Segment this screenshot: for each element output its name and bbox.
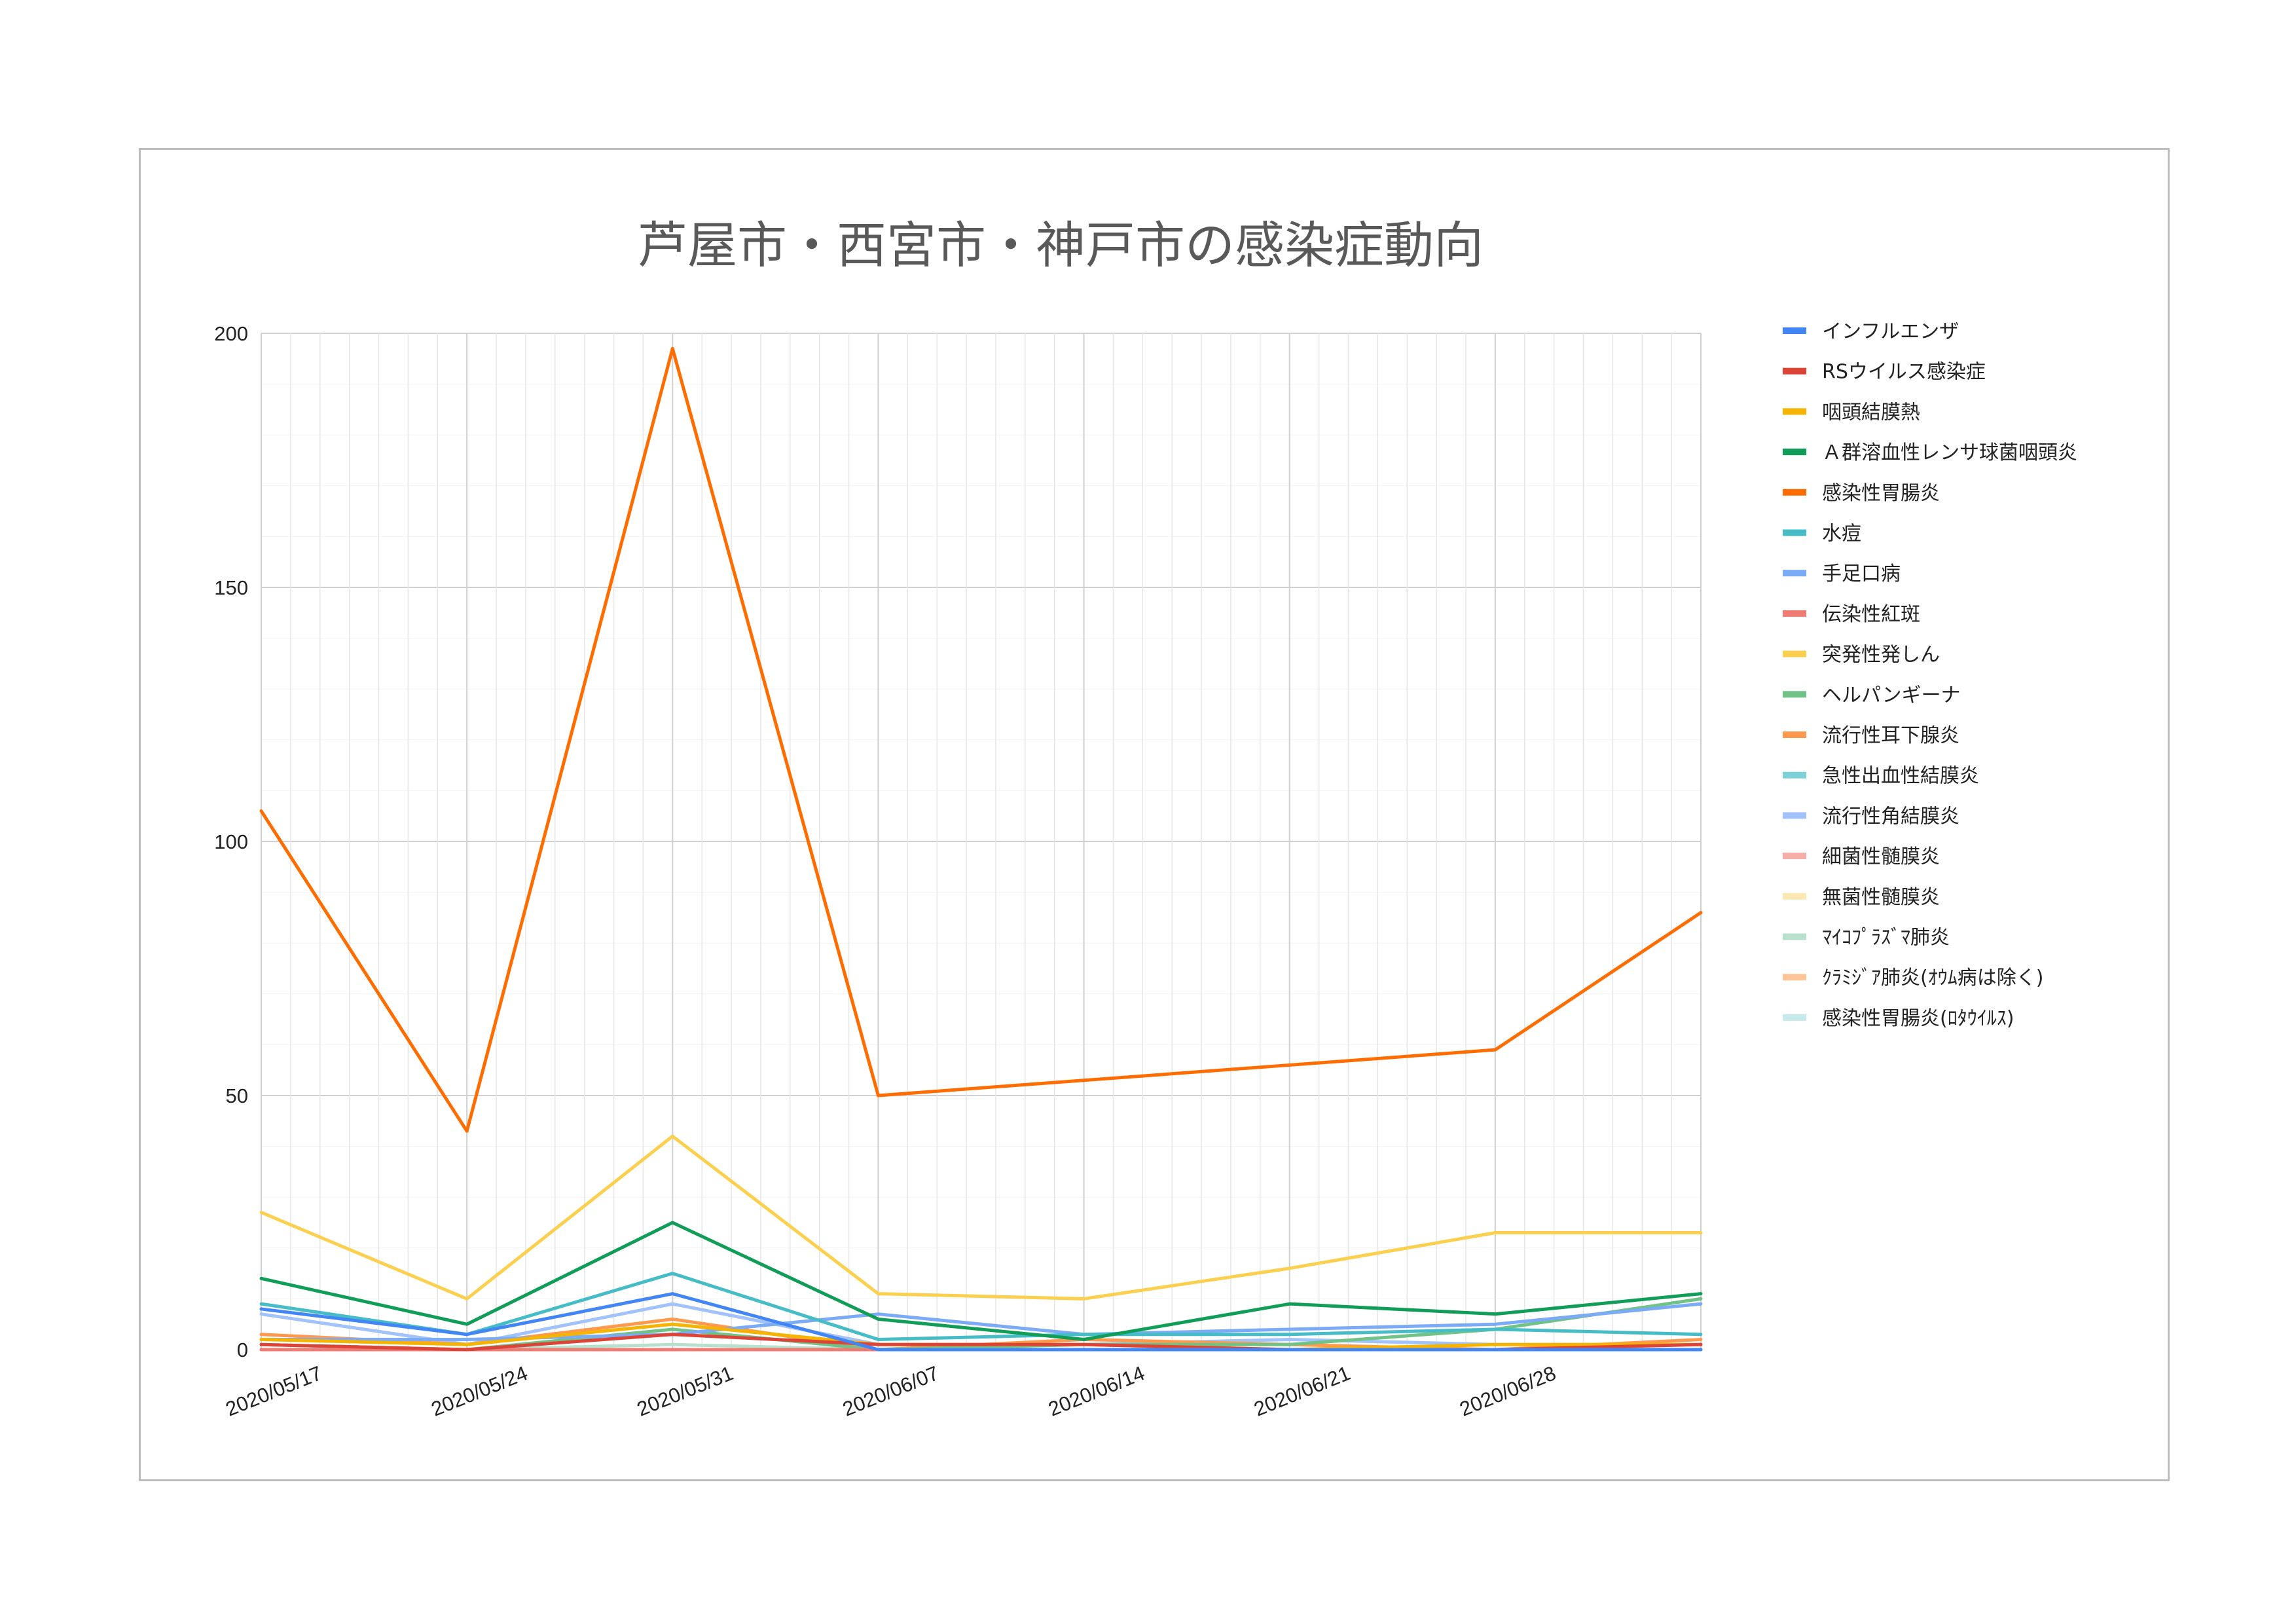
legend-swatch: [1783, 974, 1806, 981]
legend-label: RSウイルス感染症: [1822, 361, 1986, 384]
legend-swatch: [1783, 570, 1806, 577]
y-tick-label: 50: [226, 1084, 248, 1107]
legend-swatch: [1783, 691, 1806, 698]
legend-label: ｸﾗﾐｼﾞｱ肺炎(ｵｳﾑ病は除く): [1822, 967, 2043, 989]
series-line: [259, 1272, 1703, 1341]
legend-swatch: [1783, 650, 1806, 657]
chart-frame: 芦屋市・西宮市・神戸市の感染症動向 0 50 100 150 200 2020/05/1…: [139, 148, 2170, 1481]
legend-label: 突発性発しん: [1822, 644, 1940, 667]
series-line: [259, 1302, 1703, 1341]
series-line: [259, 1292, 1703, 1352]
legend-label: 感染性胃腸炎: [1822, 482, 1940, 505]
chart-title: 芦屋市・西宮市・神戸市の感染症動向: [638, 216, 1484, 274]
x-tick-label: 2020/06/07: [839, 1361, 942, 1421]
legend-swatch: [1783, 853, 1806, 860]
y-axis-labels: 0 50 100 150 200: [214, 322, 248, 1361]
legend-swatch: [1783, 449, 1806, 456]
legend-label: インフルエンザ: [1822, 320, 1959, 343]
legend-swatch: [1783, 893, 1806, 900]
legend-label: ﾏｲｺﾌﾟﾗｽﾞﾏ肺炎: [1822, 927, 1950, 950]
legend-label: 伝染性紅斑: [1822, 603, 1920, 626]
series-layer: [259, 346, 1703, 1352]
x-tick-label: 2020/06/21: [1250, 1361, 1353, 1421]
series-line: [259, 1134, 1703, 1301]
legend-label: ヘルパンギーナ: [1822, 684, 1961, 707]
legend-label: 咽頭結膜熱: [1822, 401, 1920, 424]
legend-swatch: [1783, 771, 1806, 779]
x-tick-label: 2020/05/31: [634, 1361, 737, 1421]
legend-swatch: [1783, 731, 1806, 738]
y-tick-label: 200: [214, 322, 248, 345]
legend-swatch: [1783, 408, 1806, 415]
x-tick-label: 2020/06/14: [1045, 1361, 1148, 1421]
legend-label: 急性出血性結膜炎: [1822, 765, 1979, 788]
series-line: [259, 346, 1703, 1133]
y-tick-label: 150: [214, 576, 248, 599]
x-tick-label: 2020/06/28: [1457, 1361, 1559, 1421]
x-tick-label: 2020/05/17: [223, 1361, 325, 1421]
x-tick-label: 2020/05/24: [428, 1361, 531, 1421]
legend-label: 水痘: [1822, 523, 1861, 545]
y-tick-label: 100: [214, 830, 248, 853]
grid-layer: [261, 333, 1702, 1351]
y-tick-label: 0: [237, 1338, 248, 1361]
legend-swatch: [1783, 1014, 1806, 1021]
legend-label: 無菌性髄膜炎: [1822, 886, 1940, 909]
legend-label: 手足口病: [1822, 563, 1901, 585]
legend-label: 流行性角結膜炎: [1822, 805, 1959, 828]
legend-swatch: [1783, 367, 1806, 375]
series-line: [259, 1221, 1703, 1341]
legend-label: 細菌性髄膜炎: [1822, 845, 1940, 868]
legend-swatch: [1783, 933, 1806, 940]
legend-swatch: [1783, 529, 1806, 536]
legend-label: Ａ群溶血性レンサ球菌咽頭炎: [1822, 441, 2077, 464]
legend-swatch: [1783, 327, 1806, 334]
legend-label: 流行性耳下腺炎: [1822, 724, 1959, 747]
x-axis-labels: 2020/05/17 2020/05/24 2020/05/31 2020/06/07…: [223, 1361, 1559, 1421]
legend-swatch: [1783, 812, 1806, 819]
legend-swatch: [1783, 489, 1806, 496]
legend-swatch: [1783, 610, 1806, 617]
line-chart: 芦屋市・西宮市・神戸市の感染症動向 0 50 100 150 200 2020/05/1…: [214, 216, 2077, 1421]
legend-label: 感染性胃腸炎(ﾛﾀｳｲﾙｽ): [1822, 1007, 2014, 1030]
